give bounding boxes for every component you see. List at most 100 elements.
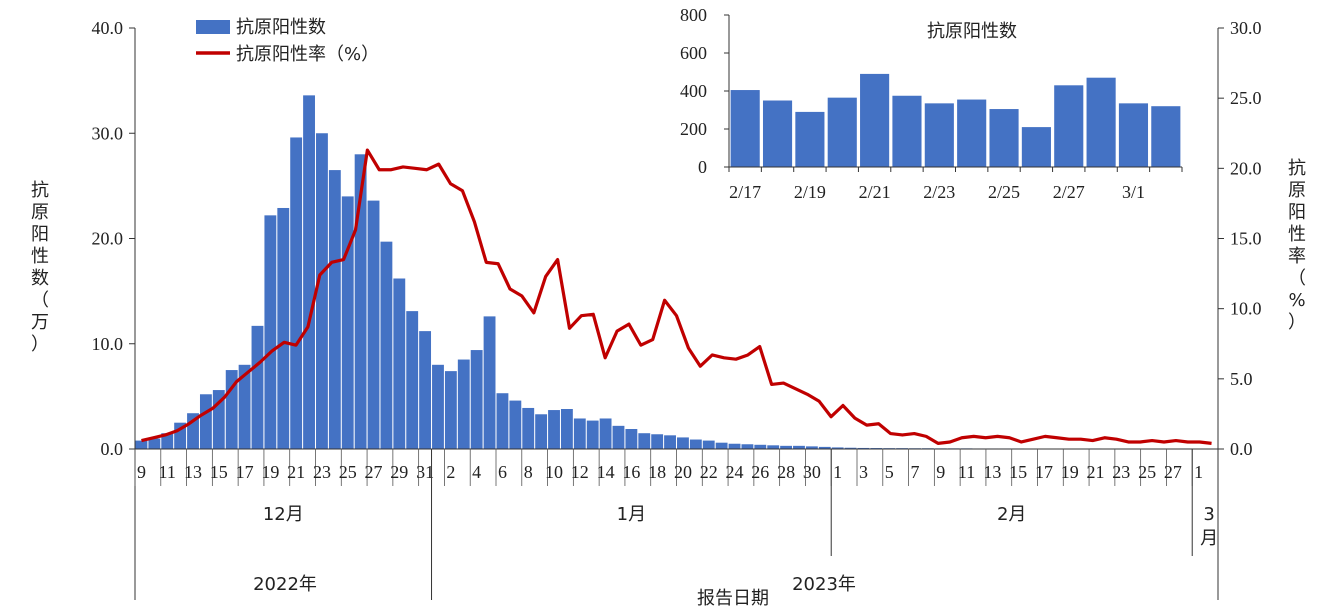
x-day-label: 19 bbox=[1061, 462, 1079, 482]
bar bbox=[664, 435, 676, 449]
bar bbox=[303, 95, 315, 450]
bar bbox=[509, 400, 522, 449]
bar bbox=[419, 331, 432, 449]
bar bbox=[805, 446, 818, 449]
bar bbox=[741, 444, 754, 449]
axis-title-char: 抗 bbox=[1288, 158, 1306, 179]
x-month-label-char: 月 bbox=[1200, 528, 1218, 549]
x-day-label: 15 bbox=[210, 462, 228, 482]
bar bbox=[470, 350, 483, 449]
x-day-label: 29 bbox=[390, 462, 408, 482]
x-day-label: 27 bbox=[365, 462, 383, 482]
axis-title-char: 数 bbox=[31, 268, 49, 289]
x-month-label-char: 3 bbox=[1203, 504, 1214, 525]
bar bbox=[638, 433, 651, 449]
x-day-label: 11 bbox=[958, 462, 975, 482]
bar bbox=[277, 207, 290, 449]
axis-title-char: % bbox=[1288, 290, 1305, 311]
bar bbox=[432, 364, 444, 449]
x-axis-title: 报告日期 bbox=[697, 588, 769, 609]
y-right-tick-label: 25.0 bbox=[1230, 88, 1262, 108]
inset-x-tick-label: 2/21 bbox=[859, 182, 891, 202]
x-day-label: 21 bbox=[1087, 462, 1105, 482]
inset-bar bbox=[860, 73, 890, 167]
bar bbox=[393, 278, 406, 449]
y-axis-left-title: 抗原阳性数（万） bbox=[31, 180, 49, 355]
bar bbox=[212, 390, 225, 449]
y-left-tick-label: 20.0 bbox=[92, 229, 124, 249]
x-day-label: 2 bbox=[446, 462, 455, 482]
bar bbox=[831, 447, 844, 449]
inset-x-tick-label: 2/17 bbox=[729, 182, 761, 202]
bar bbox=[651, 434, 664, 449]
bar bbox=[728, 443, 741, 449]
x-day-label: 23 bbox=[313, 462, 331, 482]
inset-bar bbox=[827, 97, 857, 167]
bar bbox=[625, 429, 638, 449]
x-day-label: 7 bbox=[911, 462, 920, 482]
axis-title-char: 性 bbox=[1288, 224, 1306, 245]
legend-line-label: 抗原阳性率（%） bbox=[236, 44, 379, 65]
bar bbox=[548, 410, 560, 449]
y-right-tick-label: 20.0 bbox=[1230, 158, 1262, 178]
inset-x-tick-label: 2/23 bbox=[923, 182, 955, 202]
inset-bar bbox=[924, 103, 954, 167]
y-right-tick-label: 10.0 bbox=[1230, 299, 1262, 319]
x-month-label: 12月 bbox=[263, 504, 304, 525]
inset-bar bbox=[730, 90, 760, 167]
x-day-label: 26 bbox=[751, 462, 769, 482]
bar bbox=[754, 444, 767, 449]
x-day-label: 8 bbox=[524, 462, 533, 482]
axis-title-char: 抗 bbox=[31, 180, 49, 201]
bar bbox=[380, 241, 393, 449]
bar bbox=[535, 414, 548, 449]
bar bbox=[522, 407, 535, 449]
y-left-tick-label: 10.0 bbox=[92, 334, 124, 354]
bar bbox=[496, 393, 509, 449]
legend-bar-swatch bbox=[196, 20, 230, 34]
inset-y-tick-label: 0 bbox=[698, 157, 707, 177]
bar bbox=[780, 445, 793, 449]
bar bbox=[174, 422, 187, 449]
axis-title-char: 率 bbox=[1288, 246, 1306, 267]
bar bbox=[341, 196, 354, 449]
x-month-label: 3月 bbox=[1200, 504, 1218, 549]
x-day-label: 23 bbox=[1112, 462, 1130, 482]
x-day-label: 31 bbox=[416, 462, 434, 482]
x-day-label: 12 bbox=[571, 462, 589, 482]
bar bbox=[225, 370, 238, 449]
y-left-tick-label: 30.0 bbox=[92, 123, 124, 143]
x-day-label: 18 bbox=[648, 462, 666, 482]
x-day-label: 9 bbox=[137, 462, 146, 482]
inset-y-tick-label: 200 bbox=[680, 119, 707, 139]
x-year-label: 2023年 bbox=[792, 574, 856, 595]
axis-title-char: 阳 bbox=[31, 224, 49, 245]
axis-title-char: （ bbox=[31, 290, 49, 311]
inset-y-tick-label: 400 bbox=[680, 81, 707, 101]
x-day-label: 30 bbox=[803, 462, 821, 482]
bar bbox=[689, 439, 702, 449]
main-axes: 0.0 10.0 20.0 30.0 40.0 0.0 5.0 10.0 15.0 20.0 25.… bbox=[31, 18, 1306, 600]
bar bbox=[264, 215, 277, 449]
y-axis-right-title: 抗原阳性率（%） bbox=[1288, 158, 1306, 333]
inset-bar bbox=[1118, 103, 1149, 167]
inset-bar bbox=[1054, 85, 1084, 167]
bar bbox=[612, 425, 625, 449]
x-day-label: 4 bbox=[472, 462, 481, 482]
y-right-tick-label: 15.0 bbox=[1230, 229, 1262, 249]
bar bbox=[328, 170, 341, 449]
x-day-label: 17 bbox=[236, 462, 254, 482]
bar bbox=[677, 437, 689, 449]
x-day-label: 27 bbox=[1164, 462, 1182, 482]
legend-bar-label: 抗原阳性数 bbox=[236, 17, 326, 38]
bar bbox=[715, 442, 728, 449]
inset-bar bbox=[795, 111, 825, 167]
inset-y-tick-label: 800 bbox=[680, 5, 707, 25]
axis-title-char: 万 bbox=[31, 312, 49, 333]
x-day-label: 17 bbox=[1035, 462, 1053, 482]
x-day-label: 3 bbox=[859, 462, 868, 482]
x-day-label: 22 bbox=[700, 462, 718, 482]
x-day-label: 1 bbox=[833, 462, 842, 482]
inset-x-tick-label: 2/19 bbox=[794, 182, 826, 202]
